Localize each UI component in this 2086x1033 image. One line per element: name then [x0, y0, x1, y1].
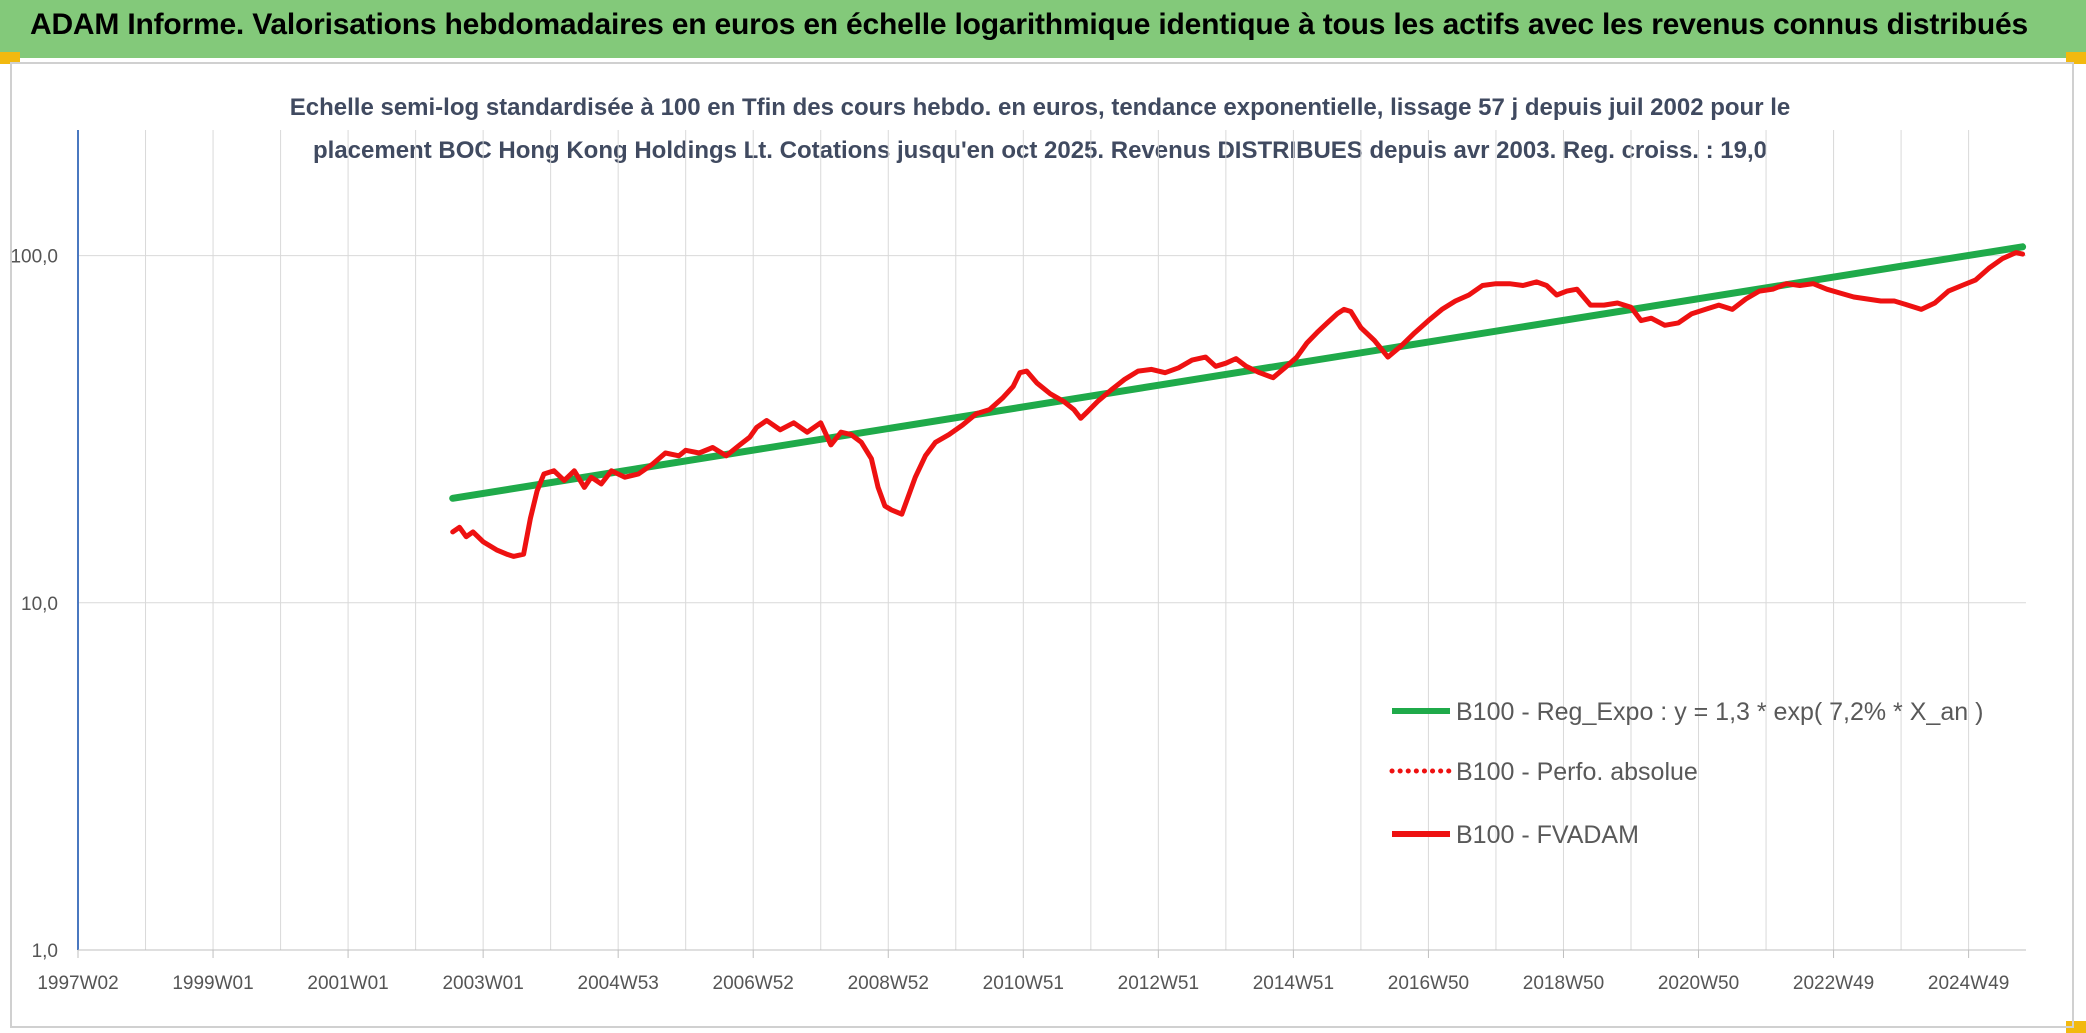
chart-title: Echelle semi-log standardisée à 100 en T…	[200, 86, 1880, 172]
x-tick-label: 2006W52	[713, 973, 794, 994]
banner-title: ADAM Informe. Valorisations hebdomadaire…	[30, 8, 2028, 41]
chart-frame	[10, 62, 2074, 1028]
y-tick-label: 100,0	[10, 247, 58, 268]
chart-title-line1: Echelle semi-log standardisée à 100 en T…	[289, 94, 1791, 121]
x-tick-label: 2020W50	[1658, 973, 1739, 994]
x-tick-label: 2008W52	[848, 973, 929, 994]
x-tick-label: 1997W02	[37, 973, 118, 994]
legend-label: B100 - Reg_Expo : y = 1,3 * exp( 7,2% * …	[1456, 698, 1983, 726]
x-tick-label: 2022W49	[1793, 973, 1874, 994]
x-tick-label: 2024W49	[1928, 973, 2009, 994]
x-tick-label: 2010W51	[983, 973, 1064, 994]
banner	[0, 0, 2086, 58]
x-tick-label: 1999W01	[172, 973, 253, 994]
x-tick-label: 2003W01	[442, 973, 523, 994]
x-tick-label: 2018W50	[1523, 973, 1604, 994]
corner-mark-bottom-right	[2066, 1021, 2086, 1033]
x-tick-label: 2014W51	[1253, 973, 1334, 994]
corner-mark-right	[2066, 52, 2086, 64]
corner-mark-left	[0, 52, 20, 64]
legend-label: B100 - FVADAM	[1456, 821, 1639, 849]
legend-label: B100 - Perfo. absolue	[1456, 758, 1698, 786]
x-tick-label: 2001W01	[307, 973, 388, 994]
x-tick-label: 2012W51	[1118, 973, 1199, 994]
x-tick-label: 2004W53	[578, 973, 659, 994]
x-tick-label: 2016W50	[1388, 973, 1469, 994]
series-line-fvadam	[450, 250, 2026, 559]
y-tick-label: 1,0	[32, 941, 58, 962]
chart-title-line2: placement BOC Hong Kong Holdings Lt. Cot…	[312, 137, 1767, 164]
y-tick-label: 10,0	[21, 594, 58, 615]
